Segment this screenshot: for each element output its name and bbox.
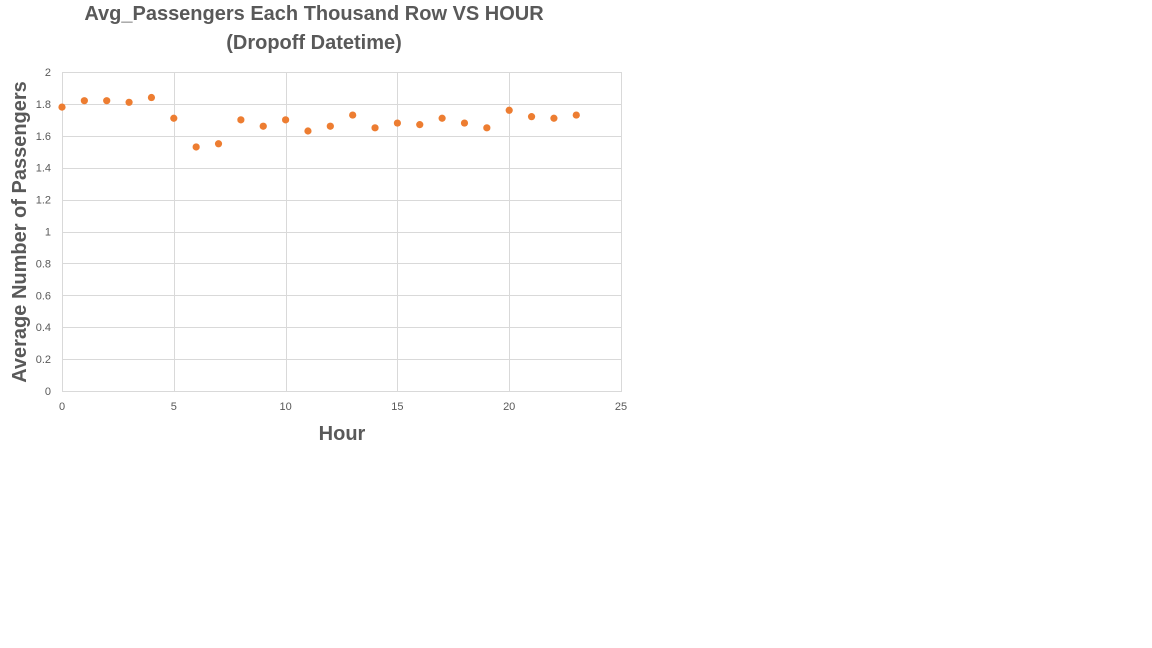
data-point [147,93,156,102]
x-tick-label: 0 [59,401,65,413]
x-axis-tick-labels: 0 5 10 15 20 25 [59,401,627,413]
data-point [80,97,88,105]
data-point [214,140,223,148]
data-point [416,121,424,129]
data-point [393,119,401,127]
data-point [103,97,111,105]
data-point [58,103,66,111]
y-tick-label: 0.6 [36,290,51,302]
data-point [550,114,558,122]
chart-title-line-1: Avg_Passengers Each Thousand Row VS HOUR [84,3,544,25]
y-axis-title: Average Number of Passengers [9,81,31,383]
x-tick-label: 10 [279,401,291,413]
data-point [527,113,536,121]
y-tick-label: 0.2 [36,354,51,366]
x-tick-label: 20 [503,401,515,413]
data-point [572,111,580,119]
gridlines [62,72,622,392]
data-point [483,124,491,132]
data-point [438,114,446,122]
plot-area-frame [62,72,622,392]
data-point [349,111,357,119]
data-point [371,124,379,132]
data-point [125,98,133,106]
y-tick-label: 1.4 [36,163,51,175]
y-tick-label: 0.4 [36,322,51,334]
chart-title: Avg_Passengers Each Thousand Row VS HOUR… [84,3,544,54]
data-points [58,93,580,151]
data-point [505,106,513,114]
x-tick-label: 25 [615,401,627,413]
x-axis-title: Hour [319,423,366,445]
data-point [237,116,245,124]
y-tick-label: 1.2 [36,195,51,207]
y-tick-label: 2 [45,67,51,79]
y-axis-tick-labels: 0 0.2 0.4 0.6 0.8 1 1.2 1.4 1.6 1.8 2 [36,67,51,398]
data-point [460,119,469,127]
y-tick-label: 0.8 [36,258,51,270]
data-point [282,116,290,124]
data-point [259,122,267,130]
y-tick-label: 0 [45,386,51,398]
x-tick-label: 5 [171,401,177,413]
y-tick-label: 1.6 [36,131,51,143]
y-tick-label: 1 [45,227,51,239]
data-point [170,114,178,122]
chart-title-line-2: (Dropoff Datetime) [226,32,402,54]
data-point [304,127,312,135]
y-tick-label: 1.8 [36,99,51,111]
data-point [326,122,334,130]
x-tick-label: 15 [391,401,403,413]
data-point [192,143,200,151]
